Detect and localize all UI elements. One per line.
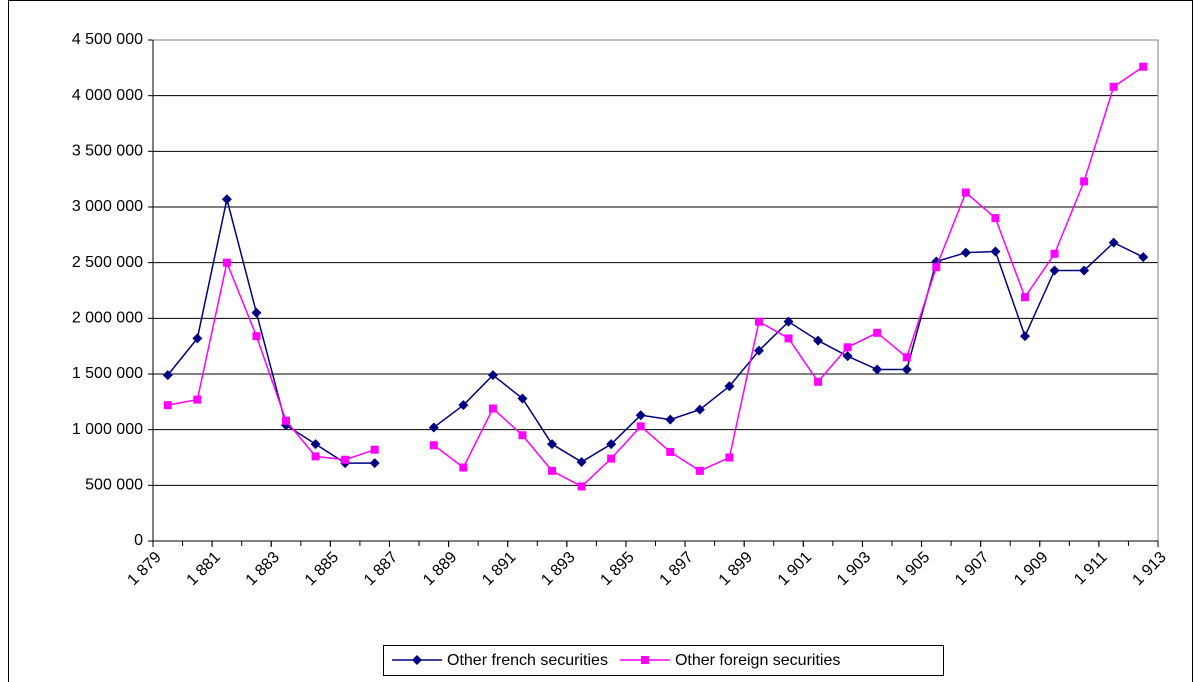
marker: [576, 456, 587, 467]
y-tick-label: 4 000 000: [72, 87, 143, 104]
legend-label: Other foreign securities: [675, 652, 840, 669]
marker: [843, 343, 852, 352]
marker: [932, 263, 941, 272]
marker: [640, 656, 649, 664]
marker: [428, 422, 439, 433]
marker: [814, 377, 823, 386]
marker: [990, 246, 1001, 257]
marker: [1138, 252, 1149, 263]
y-tick-label: 2 500 000: [72, 254, 143, 271]
marker: [518, 431, 527, 440]
legend: Other french securities Other foreign sec…: [383, 645, 944, 676]
chart-frame: [8, 0, 1193, 682]
marker: [1080, 177, 1089, 186]
marker: [548, 466, 557, 475]
marker: [282, 416, 291, 425]
marker: [458, 400, 469, 411]
marker: [901, 364, 912, 375]
marker: [547, 439, 558, 450]
marker: [1109, 82, 1118, 91]
marker: [222, 258, 231, 267]
marker: [635, 410, 646, 421]
marker: [251, 307, 262, 318]
marker: [517, 393, 528, 404]
marker: [1108, 237, 1119, 248]
marker: [902, 353, 911, 362]
marker: [813, 335, 824, 346]
y-tick-label: 3 000 000: [72, 198, 143, 215]
marker: [459, 463, 468, 472]
marker: [1139, 62, 1148, 71]
marker: [310, 439, 321, 450]
marker: [960, 247, 971, 258]
marker: [961, 188, 970, 197]
marker: [577, 482, 586, 491]
y-tick-label: 500 000: [85, 477, 143, 494]
marker: [666, 447, 675, 456]
marker: [753, 345, 764, 356]
marker: [695, 466, 704, 475]
marker: [606, 439, 617, 450]
marker: [341, 455, 350, 464]
marker: [487, 370, 498, 381]
y-tick-label: 1 500 000: [72, 365, 143, 382]
marker: [1050, 249, 1059, 258]
marker: [1079, 265, 1090, 276]
marker: [725, 453, 734, 462]
y-tick-label: 3 500 000: [72, 143, 143, 160]
marker: [724, 381, 735, 392]
marker: [412, 655, 422, 665]
marker: [162, 370, 173, 381]
marker: [163, 401, 172, 410]
marker: [221, 194, 232, 205]
marker: [1020, 293, 1029, 302]
marker: [607, 454, 616, 463]
marker: [783, 316, 794, 327]
marker: [1049, 265, 1060, 276]
marker: [192, 333, 203, 344]
y-tick-label: 0: [134, 532, 143, 549]
marker: [784, 334, 793, 343]
marker: [991, 214, 1000, 223]
marker: [873, 328, 882, 337]
y-tick-label: 1 000 000: [72, 421, 143, 438]
marker: [665, 414, 676, 425]
marker: [252, 332, 261, 341]
marker: [754, 317, 763, 326]
marker: [872, 364, 883, 375]
marker: [370, 445, 379, 454]
y-tick-label: 4 500 000: [72, 31, 143, 48]
y-tick-label: 2 000 000: [72, 310, 143, 327]
marker: [369, 458, 380, 469]
legend-label: Other french securities: [447, 652, 608, 669]
marker: [1019, 331, 1030, 342]
marker: [488, 404, 497, 413]
marker: [694, 404, 705, 415]
marker: [311, 452, 320, 461]
marker: [193, 395, 202, 404]
marker: [842, 351, 853, 362]
marker: [429, 441, 438, 450]
marker: [636, 422, 645, 431]
